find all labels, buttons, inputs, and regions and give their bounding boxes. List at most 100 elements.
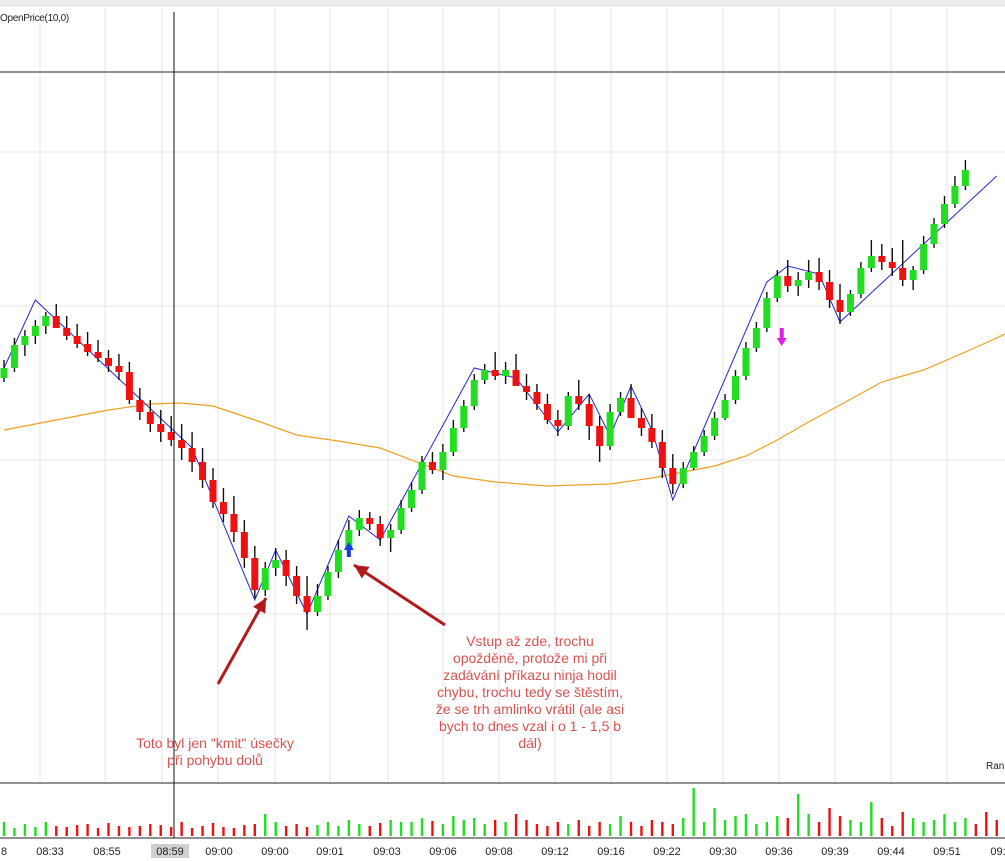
- candle-body: [836, 300, 844, 312]
- volume-bar: [232, 828, 236, 836]
- candle-body: [502, 370, 510, 376]
- candle-body: [105, 358, 112, 366]
- volume-bar: [410, 822, 413, 836]
- candle-body: [334, 550, 342, 572]
- candle-body: [930, 224, 938, 244]
- volume-bar: [483, 824, 486, 836]
- candle-body: [146, 412, 154, 424]
- candle-body: [314, 596, 321, 612]
- volume-bar: [849, 820, 852, 836]
- candle-body: [272, 560, 280, 568]
- x-tick-label: 09:08: [485, 846, 513, 858]
- candle-body: [617, 398, 625, 412]
- candle-body: [752, 328, 760, 348]
- candle-body: [73, 336, 81, 344]
- x-tick-label: 09:01: [316, 846, 344, 858]
- candles: [0, 160, 969, 630]
- volume-bar: [640, 826, 643, 836]
- candle-body: [10, 345, 18, 368]
- x-tick-label: 09:22: [653, 846, 681, 858]
- volume-bar: [149, 824, 152, 836]
- candle-body: [251, 558, 259, 590]
- volume-bar: [619, 816, 622, 836]
- candle-body: [178, 440, 186, 448]
- candle-body: [397, 508, 405, 530]
- candle-body: [136, 400, 144, 412]
- annotation-arrow-2-head: [354, 565, 370, 579]
- volume-bar: [117, 826, 121, 836]
- candle-body: [470, 380, 478, 406]
- candle-body: [293, 576, 301, 596]
- volume-bar: [828, 808, 831, 836]
- volume-bar: [128, 827, 131, 836]
- candle-body: [355, 518, 363, 530]
- volume-bar: [399, 822, 403, 836]
- candle-body: [94, 352, 102, 358]
- candle-body: [21, 336, 29, 345]
- volume-bar: [995, 820, 998, 836]
- crosshair-label-bg: [151, 844, 189, 858]
- candle-body: [418, 462, 426, 490]
- volume-bar: [211, 823, 215, 836]
- zigzag: [3, 175, 998, 616]
- volume-bar: [661, 822, 664, 836]
- volume-bar: [452, 816, 455, 836]
- buy-arrow-icon: [343, 542, 354, 557]
- volume-bar: [462, 820, 465, 836]
- x-tick-label: 08:33: [36, 846, 64, 858]
- candle-body: [627, 398, 635, 418]
- candle-body: [554, 420, 562, 426]
- volume-bar: [817, 822, 821, 836]
- candle-body: [961, 170, 969, 186]
- volume-bar: [702, 822, 706, 836]
- volume-bar: [765, 822, 769, 836]
- volume-bar: [243, 825, 246, 836]
- volume-bar: [159, 825, 162, 836]
- volume-bar: [577, 820, 580, 836]
- candle-body: [199, 462, 207, 480]
- volume-bar: [629, 822, 633, 836]
- volume-bar: [932, 820, 936, 836]
- candle-body: [941, 204, 948, 224]
- candle-body: [669, 468, 677, 484]
- volume-bar: [326, 822, 330, 836]
- volume-bar: [65, 827, 68, 836]
- volume-bar: [922, 822, 925, 836]
- candle-body: [909, 270, 917, 280]
- x-tick-label: 09:12: [541, 846, 569, 858]
- volume-bar: [598, 822, 601, 836]
- volume-bar: [23, 824, 27, 836]
- candle-body: [230, 514, 238, 532]
- candle-body: [721, 400, 729, 418]
- candle-body: [773, 276, 781, 298]
- candle-body: [878, 256, 886, 262]
- volume-bar: [389, 820, 392, 836]
- volume-bar: [44, 822, 47, 836]
- volume-bar: [107, 823, 110, 836]
- volume-bar: [222, 827, 225, 836]
- candle-body: [575, 396, 583, 404]
- volume-bar: [911, 818, 915, 836]
- volume-bar: [316, 825, 319, 836]
- volume-bar: [880, 818, 883, 836]
- x-tick-label: 09:: [990, 846, 1005, 858]
- candle-body: [303, 596, 311, 612]
- volume-bar: [504, 822, 507, 836]
- volume-bar: [755, 824, 758, 836]
- x-tick-label: 09:00: [205, 846, 233, 858]
- indicator-label: OpenPrice(10,0): [0, 13, 69, 24]
- annotation-arrow-1: [216, 597, 268, 685]
- candle-body: [324, 572, 332, 596]
- volume-bar: [96, 828, 100, 836]
- volume-bar: [943, 814, 946, 836]
- candle-body: [282, 560, 290, 576]
- candle-body: [408, 490, 416, 508]
- annotation-arrow-2: [353, 563, 446, 627]
- candle-body: [794, 280, 802, 286]
- candle-body: [763, 298, 771, 328]
- candle-body: [439, 452, 447, 470]
- volume-bar: [190, 828, 194, 836]
- candle-body: [376, 524, 384, 538]
- annotation-kmit: Toto byl jen "kmit" úsečky při pohybu do…: [136, 735, 294, 768]
